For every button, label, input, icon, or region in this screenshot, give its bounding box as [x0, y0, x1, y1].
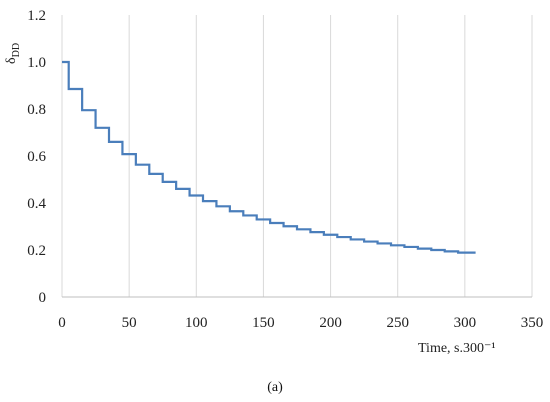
y-tick-label-5: 1.0	[27, 55, 46, 71]
y-tick-label-4: 0.8	[27, 102, 46, 118]
x-axis-title: Time, s.300⁻¹	[418, 341, 496, 356]
x-tick-label-4: 200	[319, 315, 342, 331]
x-tick-label-1: 50	[122, 315, 137, 331]
y-tick-label-3: 0.6	[27, 149, 46, 165]
gridlines	[61, 15, 533, 297]
y-axis-title: δDD	[4, 43, 22, 64]
series-line	[62, 60, 476, 254]
figure-caption: (a)	[267, 380, 283, 395]
y-tick-label-1: 0.2	[27, 243, 46, 259]
x-tick-label-3: 150	[252, 315, 275, 331]
y-axis-title-main: δ	[4, 57, 19, 64]
x-tick-labels: 0 50 100 150 200 250 300 350	[58, 315, 543, 331]
y-axis-title-subscript: DD	[11, 43, 22, 57]
x-tick-label-6: 300	[454, 315, 477, 331]
x-tick-label-0: 0	[58, 315, 66, 331]
x-tick-label-2: 100	[185, 315, 208, 331]
x-tick-label-5: 250	[386, 315, 409, 331]
y-tick-label-2: 0.4	[27, 196, 46, 212]
x-tick-label-7: 350	[521, 315, 544, 331]
y-tick-label-6: 1.2	[27, 8, 46, 24]
y-tick-labels: 0 0.2 0.4 0.6 0.8 1.0 1.2	[27, 8, 46, 306]
y-tick-label-0: 0	[39, 290, 47, 306]
